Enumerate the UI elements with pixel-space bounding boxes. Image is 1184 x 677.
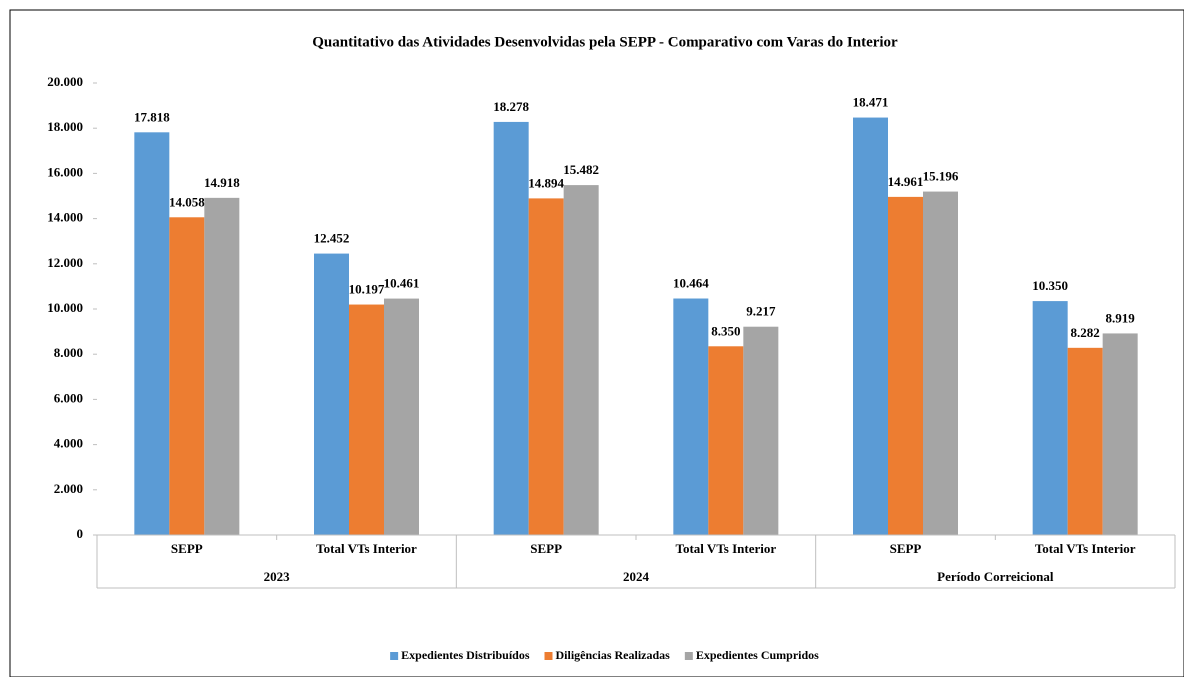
data-label: 10.464 xyxy=(673,275,709,290)
bar xyxy=(888,196,923,535)
y-tick-label: 16.000 xyxy=(47,164,83,179)
bar xyxy=(134,132,170,535)
data-label: 10.197 xyxy=(349,282,385,297)
y-tick-label: 2.000 xyxy=(54,481,83,496)
bar xyxy=(563,185,599,535)
data-label: 10.350 xyxy=(1032,278,1068,293)
bar xyxy=(204,197,240,535)
x-tick-label: Total VTs Interior xyxy=(316,541,417,556)
x-tick-label: SEPP xyxy=(171,541,203,556)
x-group-label: 2023 xyxy=(264,569,291,584)
data-label: 14.961 xyxy=(888,174,924,189)
bar xyxy=(349,304,384,535)
bar xyxy=(528,198,564,535)
bar xyxy=(314,253,349,536)
legend-label: Expedientes Cumpridos xyxy=(696,648,819,662)
chart-frame xyxy=(9,9,1184,677)
data-label: 9.217 xyxy=(746,304,776,319)
data-label: 14.894 xyxy=(528,175,564,190)
y-tick-label: 4.000 xyxy=(54,436,83,451)
bar xyxy=(169,217,205,536)
legend-label: Diligências Realizadas xyxy=(556,648,671,662)
y-tick-label: 12.000 xyxy=(47,255,83,270)
y-tick-label: 20.000 xyxy=(47,74,83,89)
bar xyxy=(743,326,779,535)
bar xyxy=(853,117,888,536)
x-group-label: 2024 xyxy=(623,569,650,584)
data-label: 17.818 xyxy=(134,109,170,124)
x-tick-label: Total VTs Interior xyxy=(676,541,777,556)
x-tick-label: Total VTs Interior xyxy=(1035,541,1136,556)
y-tick-label: 6.000 xyxy=(54,390,83,405)
bar xyxy=(1032,301,1068,535)
bar xyxy=(384,298,419,535)
bar xyxy=(1102,333,1138,535)
y-tick-label: 8.000 xyxy=(54,345,83,360)
data-label: 12.452 xyxy=(314,231,350,246)
legend-swatch xyxy=(390,652,399,660)
data-label: 15.196 xyxy=(923,169,959,184)
data-label: 10.461 xyxy=(384,276,420,291)
legend-swatch xyxy=(684,652,693,660)
data-label: 14.058 xyxy=(169,194,205,209)
bar xyxy=(493,121,529,535)
legend-swatch xyxy=(544,652,553,660)
data-label: 8.350 xyxy=(711,323,740,338)
y-tick-label: 10.000 xyxy=(47,300,83,315)
bar xyxy=(923,191,958,535)
data-label: 8.282 xyxy=(1071,325,1100,340)
chart-title: Quantitativo das Atividades Desenvolvida… xyxy=(312,34,898,50)
data-label: 8.919 xyxy=(1106,310,1136,325)
bar xyxy=(1067,347,1103,535)
data-label: 18.278 xyxy=(493,99,529,114)
data-label: 15.482 xyxy=(563,162,599,177)
bar xyxy=(673,298,709,535)
x-group-label: Período Correicional xyxy=(937,569,1054,584)
x-tick-label: SEPP xyxy=(890,541,922,556)
x-tick-label: SEPP xyxy=(530,541,562,556)
bar xyxy=(708,346,744,535)
legend-label: Expedientes Distribuídos xyxy=(401,648,530,662)
y-tick-label: 14.000 xyxy=(47,210,83,225)
y-tick-label: 18.000 xyxy=(47,119,83,134)
y-tick-label: 0 xyxy=(77,526,84,541)
data-label: 18.471 xyxy=(853,95,889,110)
data-label: 14.918 xyxy=(204,175,240,190)
